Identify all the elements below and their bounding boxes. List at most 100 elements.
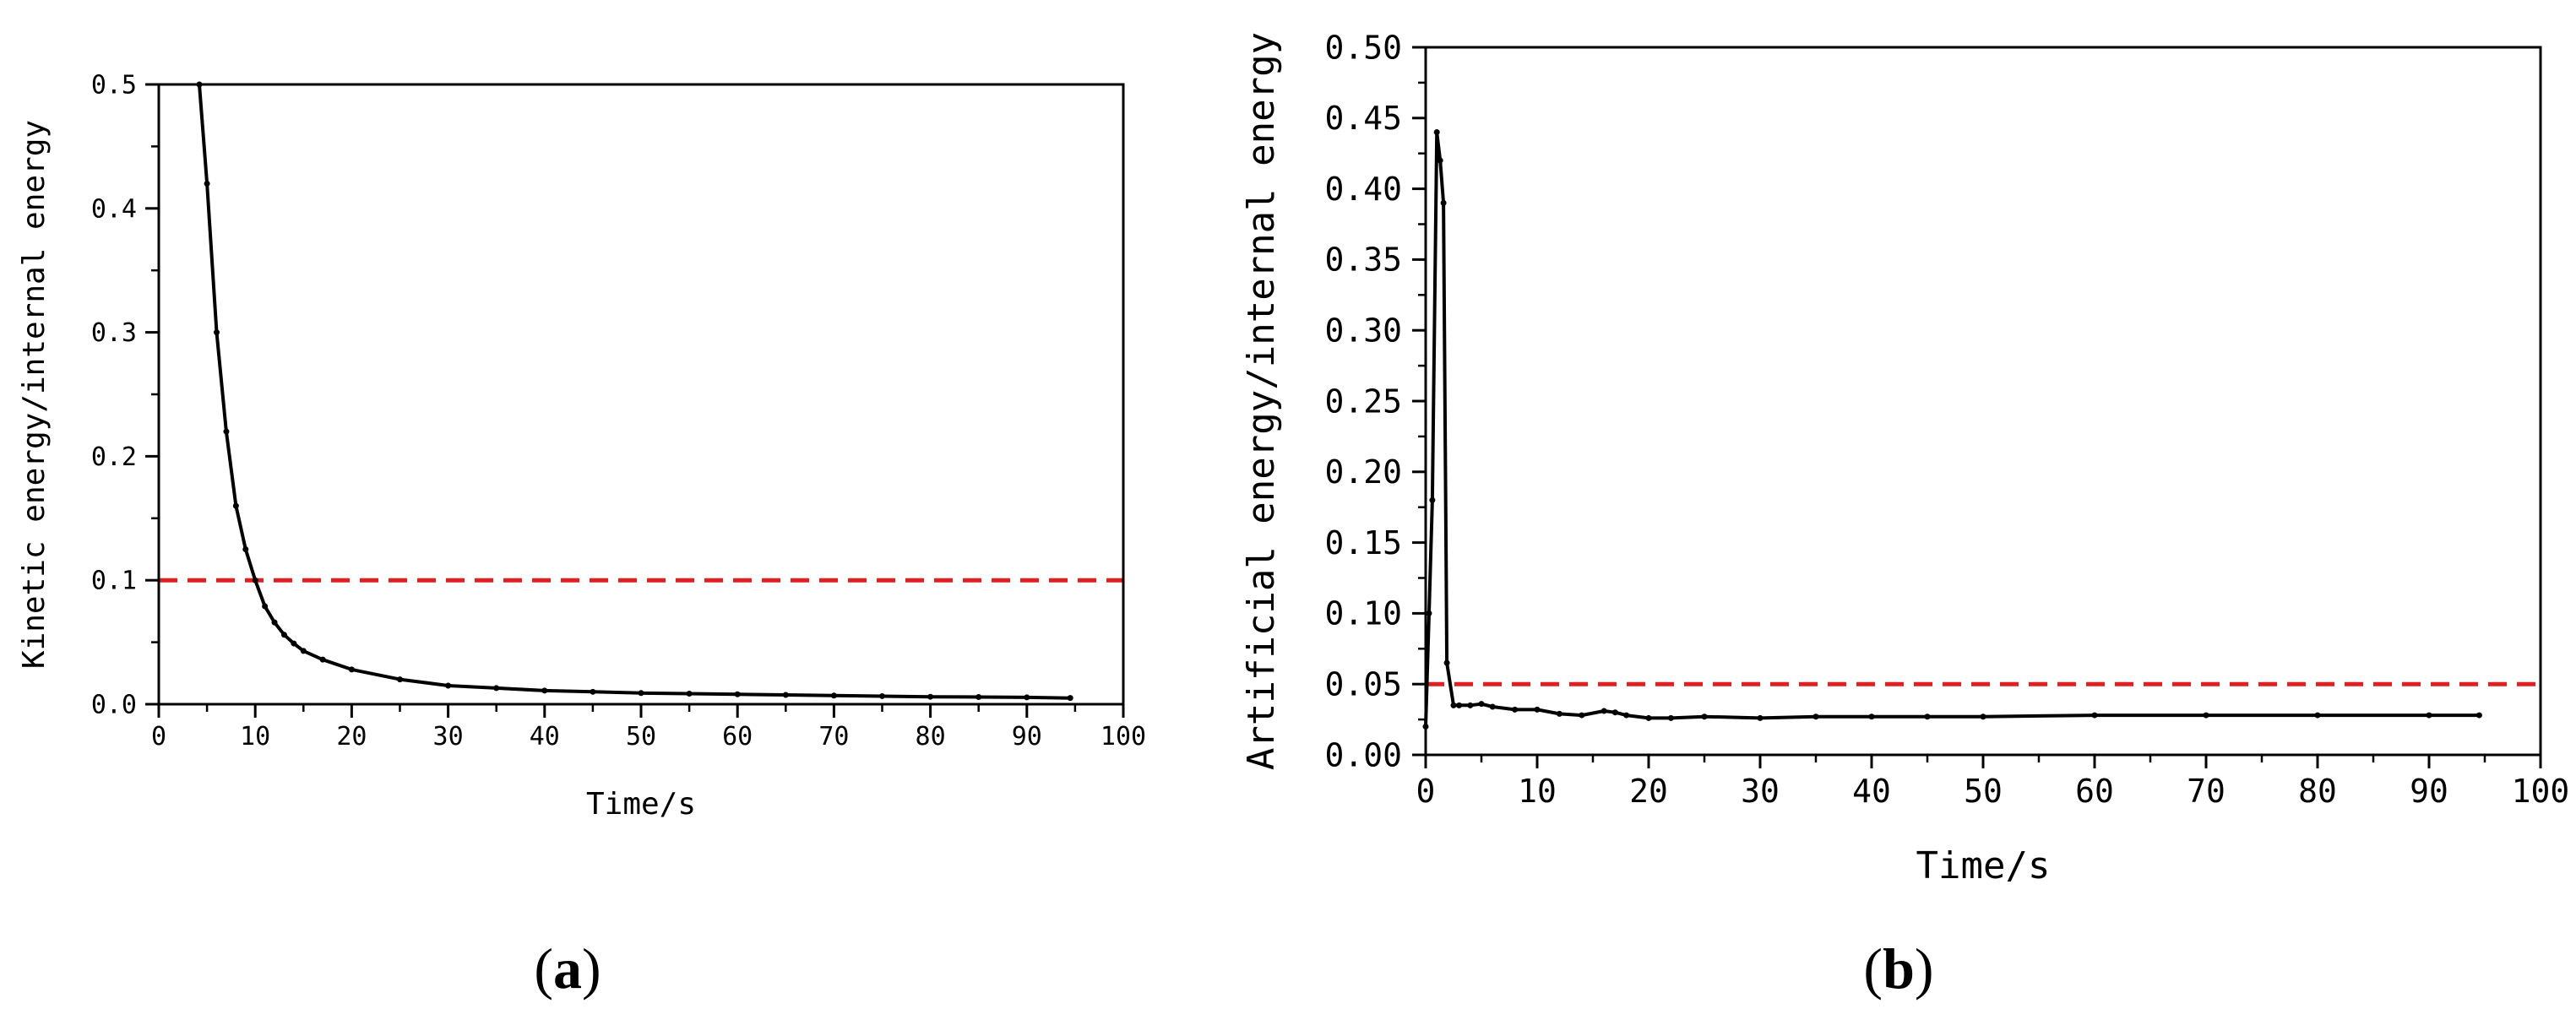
panel-a-x-tick-label: 70: [818, 722, 849, 751]
panel-b-data-point: [1623, 712, 1630, 719]
panel-a-data-point: [271, 619, 278, 626]
panel-b-x-tick-label: 80: [2298, 773, 2337, 810]
panel-b-data-point: [2426, 712, 2432, 719]
panel-a-x-axis-label: Time/s: [586, 787, 696, 822]
panel-a-y-tick-label: 0.1: [91, 567, 137, 596]
panel-a-data-point: [782, 692, 789, 698]
panel-a-x-tick-label: 80: [916, 722, 946, 751]
panel-a-x-tick-label: 40: [530, 722, 560, 751]
panel-b-y-tick-label: 0.35: [1324, 241, 1402, 279]
panel-b-data-point: [1440, 199, 1447, 206]
panel-b-data-point: [1701, 713, 1708, 720]
panel-b-x-tick-label: 70: [2187, 773, 2225, 810]
panel-a-x-tick-label: 20: [336, 722, 367, 751]
panel-b-data-point: [1868, 713, 1875, 720]
panel-b-data-point: [1980, 713, 1986, 720]
panel-a-x-tick-label: 10: [240, 722, 270, 751]
panel-a-caption-letter: a: [553, 936, 582, 1001]
panel-b-data-point: [1429, 496, 1436, 503]
panel-a-data-point: [397, 676, 403, 683]
panel-a-data-point: [830, 692, 837, 699]
panel-a-data-point: [348, 666, 355, 673]
panel-b-tick-labels: 0 10 20 30 40 50 60 70 80 90 100 0.00 0.05 0.10 0.15 0.…: [1324, 29, 2569, 810]
panel-a-data-point: [686, 691, 693, 697]
panel-b-series-markers: [1422, 129, 2482, 730]
panel-a-data-point: [300, 648, 307, 654]
panel-b-data-point: [1426, 610, 1432, 616]
panel-a-data-point: [976, 693, 982, 700]
chart-panel-a: 0 10 20 30 40 50 60 70 80 90 100 0.0 0.1 0.2 0.3 0.4 0.5…: [17, 71, 1146, 1001]
panel-b-x-tick-label: 10: [1518, 773, 1557, 810]
panel-a-data-point: [493, 685, 500, 692]
panel-b-x-tick-label: 20: [1629, 773, 1668, 810]
panel-b-data-point: [1556, 710, 1562, 717]
panel-a-data-point: [734, 691, 741, 697]
panel-a-plot-frame: [157, 83, 1125, 706]
panel-b-data-point: [2091, 712, 2098, 719]
panel-b-data-point: [2475, 712, 2482, 719]
panel-b-data-point: [1611, 709, 1618, 716]
panel-a-x-tick-label: 0: [151, 722, 166, 751]
panel-b-data-point: [1645, 714, 1652, 721]
panel-b-data-point: [2203, 712, 2209, 719]
panel-b-x-tick-label: 100: [2512, 773, 2570, 810]
panel-b-data-point: [1467, 702, 1474, 708]
panel-a-series-markers: [196, 81, 1073, 702]
panel-b-data-point: [1924, 713, 1931, 720]
panel-a-data-point: [214, 329, 220, 336]
panel-a-x-tick-label: 50: [626, 722, 656, 751]
panel-a-caption-open-paren: (: [534, 936, 553, 1001]
panel-b-data-point: [1512, 706, 1519, 713]
panel-b-x-tick-label: 0: [1416, 773, 1436, 810]
panel-b-y-tick-label: 0.20: [1324, 453, 1402, 491]
panel-b-data-point: [2314, 712, 2321, 719]
panel-a-data-point: [319, 656, 326, 663]
panel-a-caption-close-paren: ): [582, 936, 601, 1001]
panel-b-data-point: [1600, 708, 1607, 714]
panel-b-x-tick-label: 50: [1964, 773, 2003, 810]
panel-b-series-line: [1424, 130, 2480, 727]
panel-a-data-point: [291, 640, 297, 647]
panel-a-series-line: [198, 84, 1071, 700]
panel-a-data-point: [280, 632, 287, 638]
panel-b-data-point: [1667, 714, 1674, 721]
panel-b-data-point: [1489, 703, 1496, 710]
panel-b-y-tick-label: 0.15: [1324, 524, 1402, 562]
panel-b-data-point: [1757, 714, 1764, 721]
panel-a-data-point: [262, 603, 269, 610]
panel-b-data-point: [1450, 702, 1457, 708]
panel-a-y-tick-label: 0.3: [91, 318, 137, 348]
chart-panel-b: 0 10 20 30 40 50 60 70 80 90 100 0.00 0.05 0.10 0.15 0.…: [1240, 29, 2569, 1001]
panel-a-y-axis-label: Kinetic energy/internal energy: [17, 120, 52, 669]
panel-a-x-tick-label: 90: [1012, 722, 1042, 751]
panel-b-data-point: [1579, 712, 1585, 719]
panel-b-y-tick-label: 0.00: [1324, 736, 1402, 773]
panel-a-data-point: [232, 502, 239, 509]
panel-b-y-tick-label: 0.05: [1324, 666, 1402, 703]
panel-a-data-point: [252, 577, 258, 583]
panel-a-data-point: [242, 546, 249, 552]
panel-a-y-tick-label: 0.5: [91, 71, 137, 100]
panel-b-y-tick-label: 0.40: [1324, 171, 1402, 208]
panel-b-caption-label: (b): [1863, 936, 1933, 1001]
panel-b-y-tick-label: 0.50: [1324, 29, 1402, 66]
panel-b-caption-open-paren: (: [1863, 936, 1883, 1001]
panel-a-y-tick-label: 0.4: [91, 194, 137, 224]
panel-a-data-point: [927, 693, 934, 700]
panel-a-ticks: [145, 83, 1125, 718]
panel-b-data-point: [1478, 701, 1485, 708]
panel-b-ticks: [1412, 46, 2542, 768]
panel-a-x-tick-label: 100: [1101, 722, 1146, 751]
panel-a-data-point: [879, 692, 885, 699]
panel-a-data-point: [445, 682, 452, 689]
panel-a-data-point: [223, 428, 230, 435]
panel-b-caption-close-paren: ): [1915, 936, 1934, 1001]
panel-b-data-point: [1534, 706, 1541, 713]
panel-b-x-tick-label: 60: [2075, 773, 2114, 810]
panel-a-data-point: [638, 690, 644, 697]
panel-b-y-axis-label: Artificial energy/internal energy: [1240, 32, 1283, 770]
panel-a-x-tick-label: 60: [722, 722, 753, 751]
panel-b-x-tick-label: 40: [1852, 773, 1891, 810]
panel-b-x-tick-label: 30: [1741, 773, 1780, 810]
